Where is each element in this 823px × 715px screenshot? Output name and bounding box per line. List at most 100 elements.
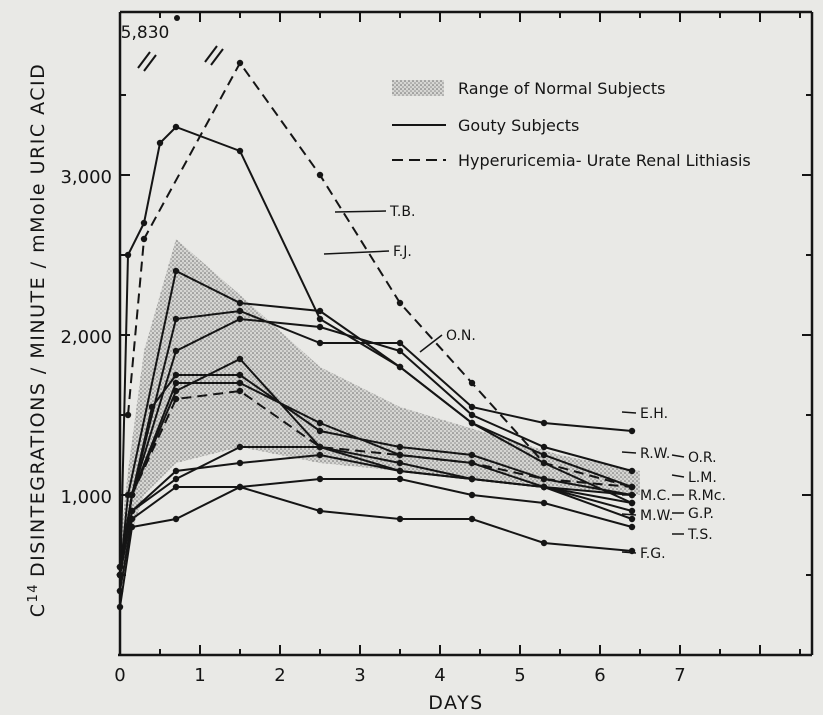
label-leader-line — [621, 411, 637, 414]
data-point — [172, 347, 180, 355]
y-tick-label: 1,000 — [60, 487, 112, 508]
data-point — [172, 123, 180, 131]
y-tick-label: 2,000 — [60, 327, 112, 348]
x-tick-label: 1 — [194, 665, 205, 686]
data-point — [140, 219, 148, 227]
legend-normal-swatch — [392, 80, 444, 96]
series-line-ts — [119, 478, 633, 592]
series-line-or — [119, 389, 633, 576]
data-point — [396, 339, 404, 347]
data-point — [468, 475, 476, 483]
data-point — [396, 363, 404, 371]
data-point — [540, 443, 548, 451]
off-scale-value-label: 5,830 — [121, 23, 170, 43]
series-label: R.W. — [640, 446, 670, 462]
normal-range-band — [120, 239, 640, 607]
data-point — [172, 483, 180, 491]
data-point — [396, 515, 404, 523]
data-point — [124, 411, 132, 419]
data-point — [236, 387, 244, 395]
data-point — [316, 475, 324, 483]
data-point — [148, 403, 156, 411]
y-axis-title-prefix: C — [27, 603, 49, 618]
data-point — [124, 251, 132, 259]
label-leader-line — [621, 551, 637, 554]
series-label: F.J. — [393, 244, 412, 260]
data-point — [628, 467, 636, 475]
axis-break-marks — [137, 45, 224, 72]
label-leader-line — [671, 454, 685, 458]
x-tick-label: 0 — [114, 665, 125, 686]
data-point — [396, 451, 404, 459]
data-point — [396, 299, 404, 307]
legend-gouty-label: Gouty Subjects — [458, 116, 579, 135]
data-point — [140, 235, 148, 243]
data-point — [468, 491, 476, 499]
y-axis-title-superscript: 14 — [26, 583, 41, 603]
data-point — [172, 467, 180, 475]
data-point — [316, 339, 324, 347]
data-point — [540, 483, 548, 491]
data-point — [128, 515, 136, 523]
label-leader-line — [671, 474, 685, 478]
data-point — [396, 347, 404, 355]
data-point — [236, 483, 244, 491]
series-label: L.M. — [688, 470, 717, 486]
data-point — [316, 427, 324, 435]
y-axis-title-text: DISINTEGRATIONS / MINUTE / mMole URIC AC… — [27, 63, 49, 577]
label-leader-line — [323, 250, 390, 255]
legend-normal-label: Range of Normal Subjects — [458, 79, 665, 98]
data-point — [128, 507, 136, 515]
x-tick-label: 6 — [594, 665, 605, 686]
data-point — [172, 379, 180, 387]
data-point — [236, 315, 244, 323]
data-point — [156, 139, 164, 147]
data-point — [236, 443, 244, 451]
data-point — [316, 307, 324, 315]
series-label-layer: T.B. F.J. O.N. E.H. R.W. O.R. L.M. R.Mc. M.C. G.P… — [323, 204, 726, 562]
data-point — [172, 267, 180, 275]
data-point — [172, 315, 180, 323]
data-point — [468, 459, 476, 467]
data-point — [236, 371, 244, 379]
series-label: M.C. — [640, 488, 671, 504]
data-point — [172, 371, 180, 379]
series-label: F.G. — [640, 546, 666, 562]
data-point — [628, 523, 636, 531]
data-point — [628, 427, 636, 435]
plot-frame — [118, 10, 814, 657]
data-point — [316, 419, 324, 427]
y-tick-label: 3,000 — [60, 167, 112, 188]
data-point — [128, 523, 136, 531]
data-point — [236, 379, 244, 387]
off-scale-point — [174, 15, 180, 21]
legend: Range of Normal Subjects Gouty Subjects … — [392, 79, 751, 170]
data-point — [468, 451, 476, 459]
data-point — [468, 403, 476, 411]
data-point — [468, 419, 476, 427]
series-layer — [116, 12, 812, 655]
data-point — [540, 539, 548, 547]
data-point — [628, 483, 636, 491]
data-point — [128, 491, 136, 499]
data-point — [236, 459, 244, 467]
series-label: T.S. — [687, 527, 713, 543]
data-point — [628, 507, 636, 515]
data-point — [316, 323, 324, 331]
series-label: O.R. — [688, 450, 717, 466]
data-point — [236, 147, 244, 155]
series-label: G.P. — [688, 506, 714, 522]
x-tick-label: 4 — [434, 665, 445, 686]
data-point — [316, 451, 324, 459]
data-point — [172, 387, 180, 395]
data-point — [396, 475, 404, 483]
x-axis-title: DAYS — [428, 692, 484, 714]
data-point — [396, 459, 404, 467]
series-line-tb — [127, 61, 633, 488]
data-point — [236, 355, 244, 363]
label-leader-line — [621, 451, 637, 454]
data-point — [116, 603, 124, 611]
data-point — [316, 171, 324, 179]
data-point — [628, 499, 636, 507]
